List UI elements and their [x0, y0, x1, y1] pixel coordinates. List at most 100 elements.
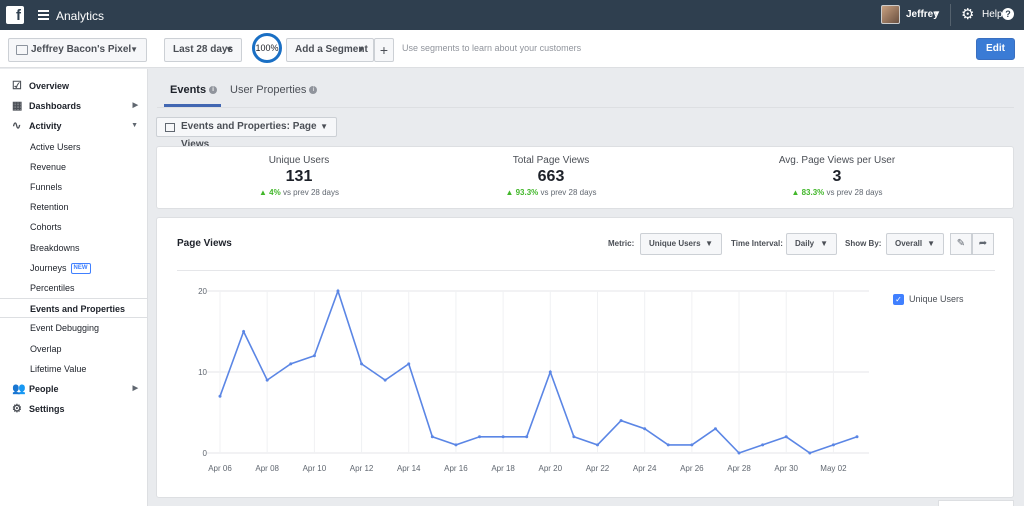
chevron-down-icon: ▼: [927, 239, 935, 248]
tab-bar: Events i User Properties i: [157, 76, 1014, 108]
data-point[interactable]: [430, 435, 434, 439]
data-point[interactable]: [784, 435, 788, 439]
active-tab-indicator: [164, 104, 221, 107]
sidebar-item-label: Breakdowns: [30, 242, 80, 253]
metric-value: 131: [285, 168, 313, 185]
settings-icon: ⚙: [12, 403, 22, 416]
metric-change-suffix: vs prev 28 days: [282, 188, 339, 197]
sidebar-item-settings[interactable]: ⚙ Settings: [0, 399, 147, 419]
dashboard-selector-label: Events and Properties: Page Views: [181, 121, 317, 150]
data-point[interactable]: [572, 435, 576, 439]
data-point[interactable]: [690, 443, 694, 447]
sidebar-item-funnels[interactable]: Funnels: [0, 177, 147, 197]
help-link[interactable]: Help: [982, 9, 1003, 20]
chevron-down-icon: ▼: [705, 239, 713, 248]
user-name[interactable]: Jeffrey: [906, 9, 939, 20]
avatar[interactable]: [881, 5, 900, 24]
series-line-unique-users[interactable]: [219, 288, 858, 454]
tab-user-properties[interactable]: User Properties i: [230, 84, 318, 96]
data-point[interactable]: [454, 443, 458, 447]
data-point[interactable]: [360, 362, 364, 366]
sidebar: ☑ Overview ▦ Dashboards ▶ ∿ Activity ▼ Active Us…: [0, 69, 148, 506]
top-bar: f Analytics Jeffrey ▼ ⚙ Help ?: [0, 0, 1024, 30]
sidebar-item-overview[interactable]: ☑ Overview: [0, 76, 147, 96]
sidebar-item-dashboards[interactable]: ▦ Dashboards ▶: [0, 96, 147, 116]
info-icon[interactable]: i: [209, 86, 218, 95]
pixel-selector[interactable]: Jeffrey Bacon's Pixel ▼: [8, 38, 147, 62]
sidebar-item-events-and-properties[interactable]: Events and Properties: [0, 298, 147, 319]
metric-dropdown[interactable]: Unique Users ▼: [640, 233, 722, 255]
data-point[interactable]: [525, 435, 529, 439]
data-point[interactable]: [831, 443, 835, 447]
metric-change-suffix: vs prev 28 days: [540, 188, 597, 197]
sidebar-item-activity[interactable]: ∿ Activity ▼: [0, 116, 147, 136]
sidebar-item-lifetime-value[interactable]: Lifetime Value: [0, 359, 147, 379]
edit-button[interactable]: Edit: [976, 38, 1015, 60]
facebook-logo-icon[interactable]: f: [6, 6, 24, 24]
data-point[interactable]: [761, 443, 765, 447]
add-segment-plus-button[interactable]: +: [374, 38, 394, 62]
data-point[interactable]: [737, 451, 741, 455]
metric-label: Unique Users: [268, 155, 330, 166]
share-icon[interactable]: ➦: [972, 233, 994, 255]
data-point[interactable]: [289, 362, 293, 366]
help-icon[interactable]: ?: [1002, 8, 1014, 20]
date-range-selector[interactable]: Last 28 days ▼: [164, 38, 242, 62]
y-tick-label: 0: [203, 449, 208, 458]
sidebar-item-label: Revenue: [30, 161, 67, 172]
sidebar-item-breakdowns[interactable]: Breakdowns: [0, 238, 147, 258]
data-point[interactable]: [713, 427, 717, 431]
x-tick-label: Apr 30: [774, 464, 798, 473]
data-point[interactable]: [312, 354, 316, 358]
data-point[interactable]: [336, 289, 340, 293]
tab-events-label: Events: [170, 84, 207, 96]
sidebar-item-revenue[interactable]: Revenue: [0, 157, 147, 177]
sidebar-item-overlap[interactable]: Overlap: [0, 339, 147, 359]
add-segment-button[interactable]: Add a Segment ▼: [286, 38, 374, 62]
x-tick-label: Apr 26: [680, 464, 704, 473]
data-point[interactable]: [265, 378, 269, 382]
user-menu-caret-icon[interactable]: ▼: [933, 9, 941, 18]
sidebar-item-journeys[interactable]: Journeys NEW: [0, 258, 147, 278]
metric-change-pct: 93.3%: [515, 188, 539, 197]
data-point[interactable]: [478, 435, 482, 439]
gear-icon[interactable]: ⚙: [961, 6, 975, 23]
sidebar-item-label: Lifetime Value: [30, 363, 87, 374]
hamburger-menu-icon[interactable]: [38, 10, 49, 20]
data-point[interactable]: [218, 394, 222, 398]
sidebar-item-percentiles[interactable]: Percentiles: [0, 278, 147, 298]
data-point[interactable]: [643, 427, 647, 431]
dashboard-selector[interactable]: Events and Properties: Page Views ▼: [156, 117, 337, 150]
data-point[interactable]: [383, 378, 387, 382]
pin-icon[interactable]: ✎: [950, 233, 972, 255]
sidebar-item-people[interactable]: 👥 People ▶: [0, 379, 147, 399]
sidebar-item-label: Settings: [29, 404, 65, 415]
data-point[interactable]: [242, 330, 246, 333]
sidebar-item-event-debugging[interactable]: Event Debugging: [0, 318, 147, 338]
y-tick-label: 10: [198, 368, 207, 377]
data-point[interactable]: [855, 435, 859, 439]
data-point[interactable]: [666, 443, 670, 447]
data-point[interactable]: [501, 435, 505, 439]
data-point[interactable]: [407, 362, 411, 366]
time-interval-dropdown[interactable]: Daily ▼: [786, 233, 837, 255]
sidebar-item-label: Journeys: [30, 262, 67, 273]
x-tick-label: Apr 22: [586, 464, 610, 473]
tab-events[interactable]: Events i: [170, 84, 218, 96]
data-point[interactable]: [619, 419, 623, 423]
sidebar-item-cohorts[interactable]: Cohorts: [0, 217, 147, 237]
data-point[interactable]: [595, 443, 599, 447]
metric-total-page-views: Total Page Views 663 ▲ 93.3% vs prev 28 …: [451, 155, 651, 197]
show-by-dropdown[interactable]: Overall ▼: [886, 233, 944, 255]
sidebar-item-retention[interactable]: Retention: [0, 197, 147, 217]
time-interval-value: Daily: [795, 239, 815, 248]
info-icon[interactable]: i: [309, 86, 318, 95]
chevron-down-icon: ▼: [820, 239, 828, 248]
x-tick-label: Apr 20: [539, 464, 563, 473]
metric-change-suffix: vs prev 28 days: [826, 188, 883, 197]
data-point[interactable]: [548, 370, 552, 374]
data-point[interactable]: [808, 451, 812, 455]
legend-checkbox[interactable]: ✓: [893, 294, 904, 305]
x-tick-label: Apr 16: [444, 464, 468, 473]
sidebar-item-active-users[interactable]: Active Users: [0, 137, 147, 157]
